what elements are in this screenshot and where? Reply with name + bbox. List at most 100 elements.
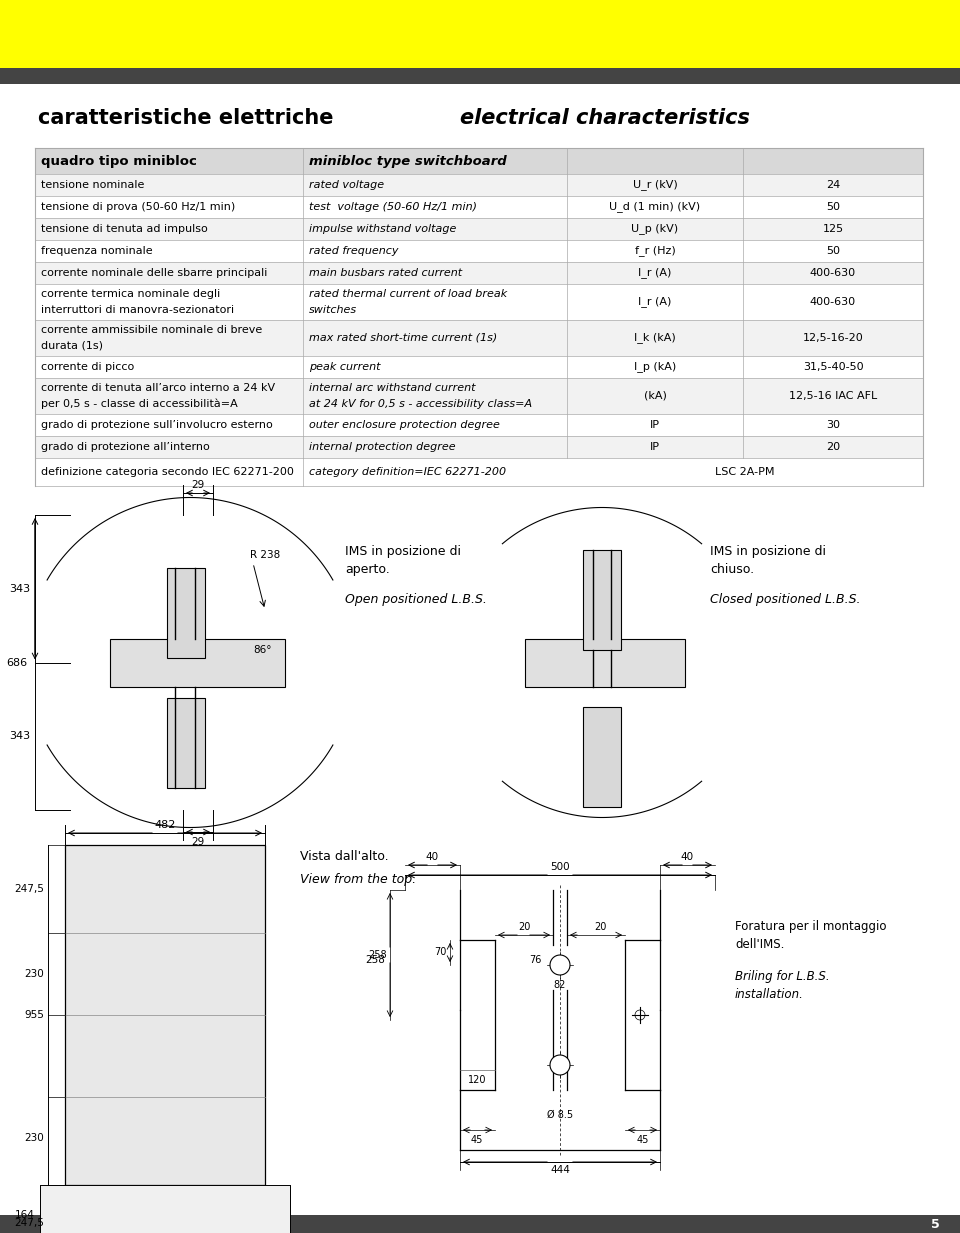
- Text: Closed positioned L.B.S.: Closed positioned L.B.S.: [710, 593, 860, 605]
- Text: I_k (kA): I_k (kA): [635, 333, 676, 344]
- Text: 45: 45: [636, 1136, 649, 1145]
- Text: electrical characteristics: electrical characteristics: [460, 109, 750, 128]
- Text: at 24 kV for 0,5 s - accessibility class=A: at 24 kV for 0,5 s - accessibility class…: [309, 399, 532, 409]
- Text: IMS in posizione di: IMS in posizione di: [710, 545, 826, 559]
- Text: 31,5-40-50: 31,5-40-50: [803, 363, 863, 372]
- Bar: [0, 68, 960, 84]
- Text: 120: 120: [468, 1075, 487, 1085]
- Text: View from the top.: View from the top.: [300, 873, 416, 887]
- Bar: [35, 148, 923, 174]
- Text: minibloc type switchboard: minibloc type switchboard: [309, 154, 507, 168]
- Text: internal protection degree: internal protection degree: [309, 441, 456, 453]
- Bar: [167, 698, 205, 788]
- Text: 258: 258: [369, 949, 387, 961]
- Text: IMS in posizione di: IMS in posizione di: [345, 545, 461, 559]
- Bar: [110, 639, 285, 687]
- Text: 500: 500: [550, 862, 570, 872]
- Bar: [35, 457, 923, 486]
- Text: corrente ammissibile nominale di breve: corrente ammissibile nominale di breve: [41, 326, 262, 335]
- Text: max rated short-time current (1s): max rated short-time current (1s): [309, 333, 497, 343]
- Text: 20: 20: [594, 922, 606, 932]
- Text: 5: 5: [930, 1217, 940, 1231]
- Text: 258: 258: [365, 956, 385, 965]
- Text: interruttori di manovra-sezionatori: interruttori di manovra-sezionatori: [41, 305, 234, 314]
- Text: installation.: installation.: [735, 988, 804, 1001]
- Text: U_p (kV): U_p (kV): [632, 223, 679, 234]
- Text: 164: 164: [15, 1210, 35, 1219]
- Text: 343: 343: [9, 583, 30, 594]
- Text: 29: 29: [191, 480, 204, 490]
- Text: 40: 40: [681, 852, 693, 862]
- Text: tensione di prova (50-60 Hz/1 min): tensione di prova (50-60 Hz/1 min): [41, 202, 235, 212]
- Text: impulse withstand voltage: impulse withstand voltage: [309, 224, 456, 234]
- Text: definizione categoria secondo IEC 62271-200: definizione categoria secondo IEC 62271-…: [41, 467, 294, 477]
- Text: 125: 125: [823, 224, 844, 234]
- Text: Foratura per il montaggio: Foratura per il montaggio: [735, 920, 886, 933]
- Text: 12,5-16 IAC AFL: 12,5-16 IAC AFL: [789, 391, 877, 401]
- Text: internal arc withstand current: internal arc withstand current: [309, 383, 475, 393]
- Text: per 0,5 s - classe di accessibilità=A: per 0,5 s - classe di accessibilità=A: [41, 398, 238, 409]
- Bar: [35, 240, 923, 261]
- Text: peak current: peak current: [309, 363, 380, 372]
- Bar: [0, 1215, 960, 1233]
- Text: Ø 8.5: Ø 8.5: [547, 1110, 573, 1120]
- Text: rated thermal current of load break: rated thermal current of load break: [309, 289, 507, 300]
- Bar: [35, 414, 923, 436]
- Text: outer enclosure protection degree: outer enclosure protection degree: [309, 420, 500, 430]
- Text: 86°: 86°: [253, 645, 272, 655]
- Bar: [35, 174, 923, 196]
- Text: 686: 686: [6, 657, 27, 667]
- Text: 230: 230: [24, 969, 44, 979]
- Text: 70: 70: [435, 947, 447, 957]
- Text: rated voltage: rated voltage: [309, 180, 384, 190]
- Bar: [35, 218, 923, 240]
- Circle shape: [550, 1055, 570, 1075]
- Text: I_r (A): I_r (A): [638, 297, 672, 307]
- Text: chiuso.: chiuso.: [710, 563, 755, 576]
- Text: corrente termica nominale degli: corrente termica nominale degli: [41, 289, 220, 300]
- Bar: [35, 284, 923, 321]
- Text: rated frequency: rated frequency: [309, 247, 398, 256]
- Text: tensione di tenuta ad impulso: tensione di tenuta ad impulso: [41, 224, 207, 234]
- Text: 400-630: 400-630: [810, 297, 856, 307]
- Bar: [35, 321, 923, 356]
- Text: f_r (Hz): f_r (Hz): [635, 245, 676, 256]
- Bar: [167, 568, 205, 658]
- Text: 20: 20: [517, 922, 530, 932]
- Bar: [65, 845, 265, 1185]
- Text: 82: 82: [553, 980, 565, 990]
- Text: grado di protezione all’interno: grado di protezione all’interno: [41, 441, 209, 453]
- Text: 45: 45: [470, 1136, 483, 1145]
- Text: 955: 955: [24, 1010, 44, 1020]
- Bar: [583, 550, 621, 650]
- Text: test  voltage (50-60 Hz/1 min): test voltage (50-60 Hz/1 min): [309, 202, 477, 212]
- Text: Open positioned L.B.S.: Open positioned L.B.S.: [345, 593, 487, 605]
- Text: caratteristiche elettriche: caratteristiche elettriche: [38, 109, 333, 128]
- Text: 230: 230: [24, 1133, 44, 1143]
- Text: Briling for L.B.S.: Briling for L.B.S.: [735, 970, 829, 983]
- Text: tensione nominale: tensione nominale: [41, 180, 144, 190]
- Text: dell'IMS.: dell'IMS.: [735, 938, 784, 951]
- Bar: [35, 261, 923, 284]
- Text: category definition=IEC 62271-200: category definition=IEC 62271-200: [309, 467, 506, 477]
- Text: 444: 444: [550, 1165, 570, 1175]
- Bar: [583, 707, 621, 806]
- Text: quadro tipo minibloc: quadro tipo minibloc: [41, 154, 197, 168]
- Text: corrente di picco: corrente di picco: [41, 363, 134, 372]
- Text: 400-630: 400-630: [810, 268, 856, 277]
- Text: 343: 343: [9, 731, 30, 741]
- Text: frequenza nominale: frequenza nominale: [41, 247, 153, 256]
- Text: 40: 40: [425, 852, 439, 862]
- Text: 247,5: 247,5: [14, 1218, 44, 1228]
- Text: 30: 30: [826, 420, 840, 430]
- Bar: [35, 356, 923, 379]
- Text: I_p (kA): I_p (kA): [634, 361, 676, 372]
- Text: corrente nominale delle sbarre principali: corrente nominale delle sbarre principal…: [41, 268, 268, 277]
- Text: R 238: R 238: [250, 550, 280, 560]
- Text: U_r (kV): U_r (kV): [633, 180, 678, 190]
- Text: (kA): (kA): [643, 391, 666, 401]
- Text: 50: 50: [826, 202, 840, 212]
- Text: durata (1s): durata (1s): [41, 340, 103, 351]
- Text: IP: IP: [650, 441, 660, 453]
- Bar: [35, 436, 923, 457]
